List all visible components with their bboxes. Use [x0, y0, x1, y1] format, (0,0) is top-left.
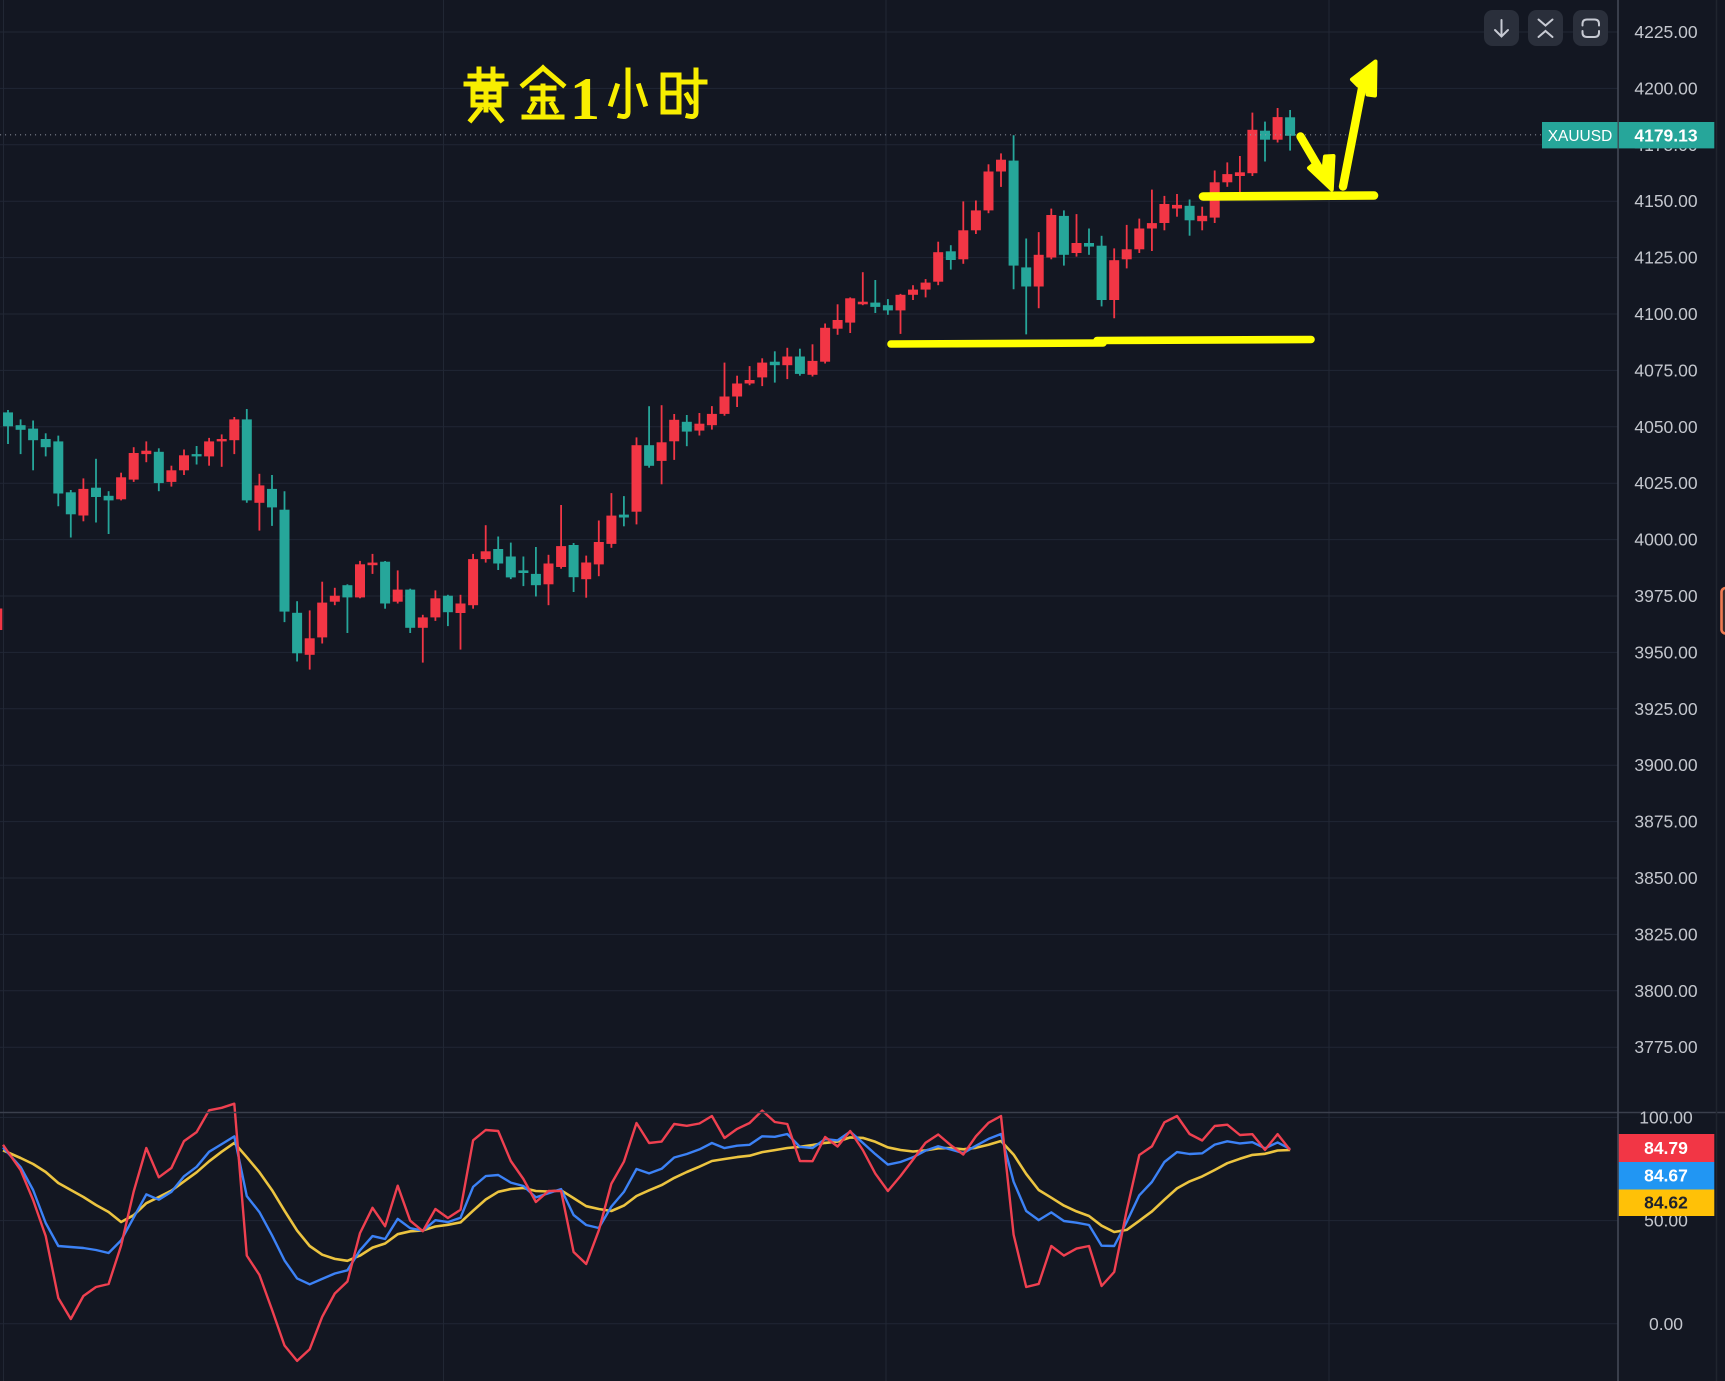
- svg-text:3950.00: 3950.00: [1634, 642, 1698, 662]
- svg-text:3975.00: 3975.00: [1634, 586, 1698, 606]
- svg-text:84.67: 84.67: [1644, 1166, 1688, 1186]
- svg-text:3775.00: 3775.00: [1634, 1037, 1698, 1057]
- svg-text:4000.00: 4000.00: [1634, 530, 1698, 550]
- svg-text:4075.00: 4075.00: [1634, 360, 1698, 380]
- svg-text:84.79: 84.79: [1644, 1138, 1688, 1158]
- svg-text:4025.00: 4025.00: [1634, 473, 1698, 493]
- svg-text:3850.00: 3850.00: [1634, 868, 1698, 888]
- svg-text:4125.00: 4125.00: [1634, 248, 1698, 268]
- svg-text:0.00: 0.00: [1649, 1314, 1683, 1334]
- svg-text:84.62: 84.62: [1644, 1193, 1688, 1213]
- svg-text:1: 1: [570, 66, 600, 132]
- svg-text:4150.00: 4150.00: [1634, 191, 1698, 211]
- svg-text:3825.00: 3825.00: [1634, 924, 1698, 944]
- svg-text:3800.00: 3800.00: [1634, 981, 1698, 1001]
- svg-text:3925.00: 3925.00: [1634, 699, 1698, 719]
- svg-text:4200.00: 4200.00: [1634, 78, 1698, 98]
- svg-text:3900.00: 3900.00: [1634, 755, 1698, 775]
- svg-text:XAUUSD: XAUUSD: [1548, 128, 1613, 145]
- svg-text:4050.00: 4050.00: [1634, 417, 1698, 437]
- svg-text:100.00: 100.00: [1639, 1107, 1693, 1127]
- svg-text:4225.00: 4225.00: [1634, 22, 1698, 42]
- svg-text:4100.00: 4100.00: [1634, 304, 1698, 324]
- svg-text:4179.13: 4179.13: [1634, 126, 1698, 146]
- svg-text:3875.00: 3875.00: [1634, 812, 1698, 832]
